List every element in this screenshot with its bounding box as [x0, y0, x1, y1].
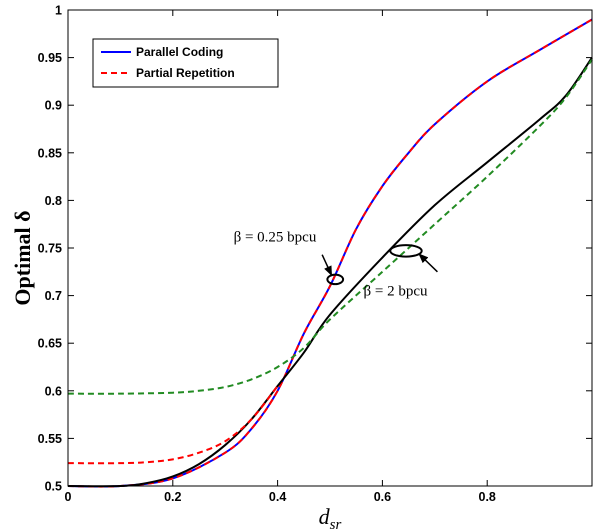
y-tick-label: 0.85: [38, 146, 62, 160]
annotation-ellipse-beta-2: [389, 244, 423, 258]
annotation-label-beta-2: β = 2 bpcu: [364, 284, 428, 300]
y-tick-label: 0.8: [45, 194, 62, 208]
x-axis-label-main: d: [319, 504, 331, 529]
y-tick-label: 0.5: [45, 480, 62, 494]
annotation-label-beta-025: β = 0.25 bpcu: [234, 229, 317, 245]
annotation-ellipse-beta-025: [326, 273, 345, 286]
legend-box: [92, 38, 279, 88]
annotation-arrow-beta-2: [418, 253, 438, 273]
y-tick-label: 0.65: [38, 337, 62, 351]
y-tick-label: 1: [55, 4, 62, 18]
series-line-pc-2: [67, 57, 593, 488]
x-axis-label-subscript: sr: [330, 517, 342, 529]
y-tick-label: 0.6: [45, 384, 62, 398]
x-tick-label: 0: [65, 490, 72, 504]
y-tick-label: 0.75: [38, 242, 62, 256]
x-tick-label: 0.2: [164, 490, 181, 504]
annotations-layer: β = 0.25 bpcu β = 2 bpcu: [234, 229, 438, 300]
x-tick-label: 0.8: [479, 490, 496, 504]
series-line-pr-2-green: [67, 58, 593, 395]
series-line-pr-0.25: [67, 18, 593, 488]
x-tick-label: 0.6: [374, 490, 391, 504]
y-tick-label: 0.55: [38, 432, 62, 446]
y-tick-label: 0.95: [38, 51, 62, 65]
legend: Parallel Coding Partial Repetition: [92, 38, 279, 88]
x-axis-label: dsr: [319, 504, 342, 529]
y-tick-label: 0.7: [45, 289, 62, 303]
y-tick-label: 0.9: [45, 99, 62, 113]
curves-layer: [67, 18, 593, 488]
legend-entry-label: Parallel Coding: [136, 45, 223, 59]
ticks-layer: 0 0.2 0.4 0.6 0.8 0.5 0.55 0.6 0.65 0.7 0.75 0.8 0.8…: [38, 4, 592, 504]
y-axis-label: Optimal δ: [10, 210, 35, 305]
legend-entry-label: Partial Repetition: [136, 66, 235, 80]
x-tick-label: 0.4: [269, 490, 286, 504]
annotation-arrow-beta-025: [321, 254, 333, 277]
series-line-pr-2-red: [67, 385, 279, 465]
series-line-pc-0.25: [67, 18, 593, 488]
